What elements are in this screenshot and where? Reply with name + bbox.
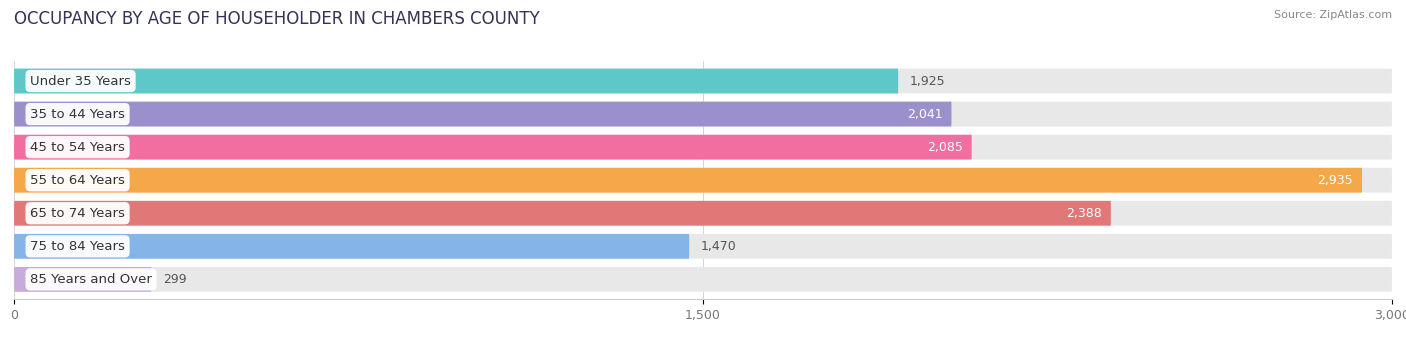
FancyBboxPatch shape	[14, 201, 1111, 226]
Text: 75 to 84 Years: 75 to 84 Years	[30, 240, 125, 253]
FancyBboxPatch shape	[14, 234, 1392, 259]
Text: 45 to 54 Years: 45 to 54 Years	[30, 141, 125, 154]
Text: Source: ZipAtlas.com: Source: ZipAtlas.com	[1274, 10, 1392, 20]
Text: 55 to 64 Years: 55 to 64 Years	[30, 174, 125, 187]
FancyBboxPatch shape	[14, 267, 1392, 292]
Text: 2,085: 2,085	[927, 141, 963, 154]
FancyBboxPatch shape	[14, 69, 1392, 94]
Text: 35 to 44 Years: 35 to 44 Years	[30, 107, 125, 121]
Text: Under 35 Years: Under 35 Years	[30, 74, 131, 87]
Text: 2,388: 2,388	[1066, 207, 1102, 220]
Text: 299: 299	[163, 273, 187, 286]
FancyBboxPatch shape	[14, 135, 972, 159]
FancyBboxPatch shape	[14, 135, 1392, 159]
Text: 1,470: 1,470	[700, 240, 737, 253]
FancyBboxPatch shape	[14, 69, 898, 94]
FancyBboxPatch shape	[14, 102, 1392, 126]
FancyBboxPatch shape	[14, 234, 689, 259]
Text: 2,935: 2,935	[1317, 174, 1353, 187]
FancyBboxPatch shape	[14, 267, 152, 292]
FancyBboxPatch shape	[14, 102, 952, 126]
Text: 1,925: 1,925	[910, 74, 945, 87]
FancyBboxPatch shape	[14, 201, 1392, 226]
Text: 2,041: 2,041	[907, 107, 942, 121]
FancyBboxPatch shape	[14, 168, 1362, 192]
Text: 65 to 74 Years: 65 to 74 Years	[30, 207, 125, 220]
FancyBboxPatch shape	[14, 168, 1392, 192]
Text: 85 Years and Over: 85 Years and Over	[30, 273, 152, 286]
Text: OCCUPANCY BY AGE OF HOUSEHOLDER IN CHAMBERS COUNTY: OCCUPANCY BY AGE OF HOUSEHOLDER IN CHAMB…	[14, 10, 540, 28]
